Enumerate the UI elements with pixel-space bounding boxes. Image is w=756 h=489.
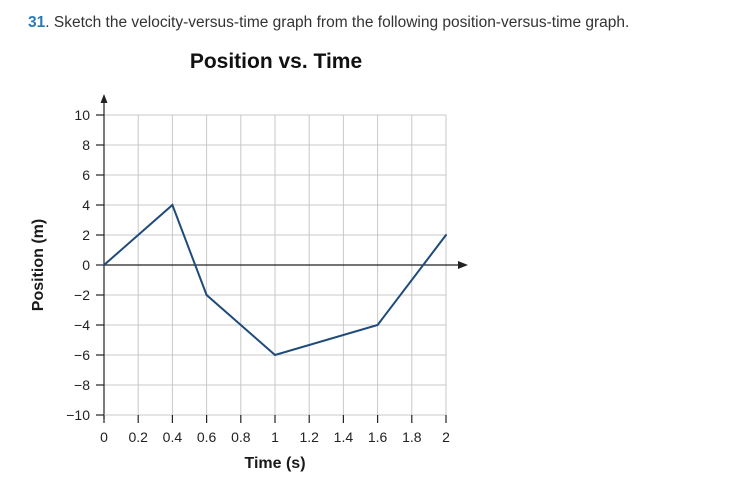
y-tick-label: 2 bbox=[82, 227, 90, 243]
y-tick-label: −4 bbox=[74, 317, 90, 333]
data-point bbox=[103, 264, 105, 266]
y-tick-label: 6 bbox=[82, 167, 90, 183]
series bbox=[103, 203, 447, 357]
x-tick-label: 1.4 bbox=[334, 429, 354, 445]
x-tick-label: 0 bbox=[100, 429, 108, 445]
chart-title: Position vs. Time bbox=[189, 50, 363, 73]
axes bbox=[96, 94, 468, 423]
data-point bbox=[274, 354, 276, 356]
problem-number: 31 bbox=[28, 14, 46, 31]
y-tick-label: 0 bbox=[82, 257, 90, 273]
x-tick-label: 1.8 bbox=[402, 429, 422, 445]
y-tick-label: 4 bbox=[82, 197, 90, 213]
data-point bbox=[171, 204, 174, 206]
x-tick-label: 2 bbox=[442, 429, 450, 445]
y-tick-label: −2 bbox=[74, 287, 90, 303]
y-tick-label: −10 bbox=[66, 407, 90, 423]
y-tick-label: −6 bbox=[74, 347, 90, 363]
x-axis-label: Time (s) bbox=[244, 455, 306, 472]
position-line bbox=[103, 203, 447, 357]
y-tick-label: −8 bbox=[74, 377, 90, 393]
data-point bbox=[376, 324, 379, 326]
data-point bbox=[205, 294, 208, 296]
problem-text: . Sketch the velocity-versus-time graph … bbox=[45, 14, 630, 31]
x-tick-label: 0.2 bbox=[128, 429, 148, 445]
y-tick-label: 8 bbox=[82, 137, 90, 153]
x-axis-arrow-icon bbox=[458, 261, 468, 269]
x-tick-label: 0.6 bbox=[197, 429, 217, 445]
x-tick-label: 1.6 bbox=[368, 429, 388, 445]
y-axis-arrow-icon bbox=[100, 94, 108, 103]
x-tick-label: 1 bbox=[271, 429, 279, 445]
tick-labels: 10 8 6 4 2 0 −2 −4 −6 −8 −10 0 0.2 0.4 0.6 0.8 1 1.2 1.4 1.… bbox=[66, 107, 450, 445]
x-tick-label: 1.2 bbox=[299, 429, 319, 445]
problem-statement: 31. Sketch the velocity-versus-time grap… bbox=[28, 14, 629, 32]
x-tick-label: 0.4 bbox=[163, 429, 183, 445]
y-tick-label: 10 bbox=[74, 107, 90, 123]
data-point bbox=[445, 234, 447, 236]
x-tick-label: 0.8 bbox=[231, 429, 251, 445]
